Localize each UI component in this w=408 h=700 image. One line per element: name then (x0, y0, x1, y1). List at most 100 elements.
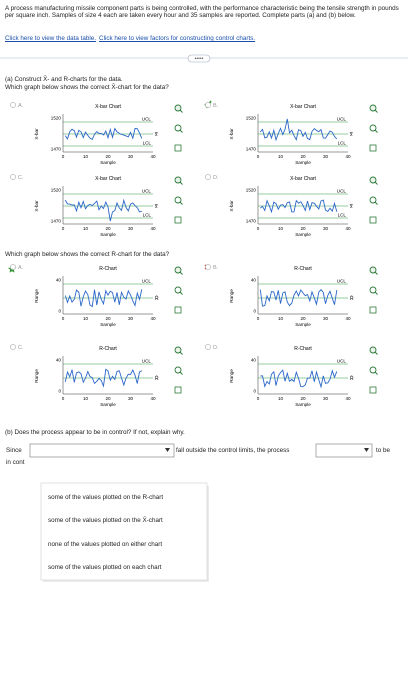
zoom-icon[interactable] (174, 176, 182, 184)
popout-icon[interactable] (174, 306, 182, 314)
select-conclusion[interactable] (315, 443, 373, 458)
sample-line (64, 198, 142, 222)
radio[interactable] (205, 264, 211, 270)
expand-button[interactable] (187, 54, 211, 63)
x-tick-label: 10 (83, 154, 89, 159)
zoom-handle (374, 371, 378, 375)
zoom-icon[interactable] (174, 196, 182, 204)
dropdown-option[interactable]: some of the values plotted on each chart (48, 564, 162, 571)
y-tick-label: 1470 (246, 147, 257, 152)
x-axis-label: Sample (100, 160, 116, 165)
x-tick-label: 20 (300, 396, 306, 401)
zoom-handle (179, 109, 183, 113)
x-axis-label: Sample (295, 402, 311, 407)
popout-icon[interactable] (174, 386, 182, 394)
dropdown-option[interactable]: none of the values plotted on either cha… (48, 541, 163, 548)
zoom-icon[interactable] (174, 124, 182, 132)
radio[interactable] (10, 102, 16, 108)
zoom-icon[interactable] (174, 346, 182, 354)
x-axis-label: Sample (295, 322, 311, 327)
x-axis-label: Sample (100, 402, 116, 407)
popout-icon[interactable] (174, 216, 182, 224)
y-tick-label: 1470 (246, 219, 257, 224)
xbar-question: Which graph below shows the correct X̄-c… (5, 84, 169, 91)
option-letter: B. (213, 265, 219, 271)
x-tick-label: 30 (128, 154, 134, 159)
x-tick-label: 10 (278, 154, 284, 159)
ucl-label: UCL (337, 279, 347, 284)
zoom-icon[interactable] (369, 104, 377, 112)
dropdown-option[interactable]: some of the values plotted on the X̄-cha… (48, 517, 163, 524)
radio[interactable] (10, 264, 16, 270)
sample-line (259, 118, 338, 142)
x-tick-label: 0 (62, 154, 65, 159)
x-axis-label: Sample (100, 322, 116, 327)
lcl-label: LCL (338, 141, 347, 146)
popout-icon[interactable] (369, 386, 377, 394)
x-tick-label: 40 (345, 154, 351, 159)
zoom-icon[interactable] (369, 124, 377, 132)
zoom-icon[interactable] (369, 346, 377, 354)
radio[interactable] (205, 344, 211, 350)
y-tick-label: 1520 (246, 188, 257, 193)
center-label: x̿ (154, 131, 158, 138)
ucl-label: UCL (142, 359, 152, 364)
sample-line (64, 368, 143, 388)
popout-icon[interactable] (369, 306, 377, 314)
ucl-label: UCL (142, 189, 152, 194)
chart-title: R-Chart (99, 346, 117, 352)
radio[interactable] (10, 174, 16, 180)
x-tick-label: 10 (83, 316, 89, 321)
zoom-icon[interactable] (174, 266, 182, 274)
y-tick-label: 40 (251, 278, 257, 283)
select-reason[interactable] (29, 443, 175, 458)
factors-link[interactable]: Click here to view factors for construct… (99, 35, 256, 42)
zoom-icon[interactable] (174, 104, 182, 112)
sample-line (260, 199, 338, 214)
ucl-label: UCL (142, 279, 152, 284)
intro: A process manufacturing missile componen… (5, 5, 399, 20)
sample-line (260, 369, 338, 389)
zoom-icon[interactable] (369, 286, 377, 294)
popout-icon[interactable] (369, 216, 377, 224)
x-tick-label: 20 (300, 154, 306, 159)
y-axis-label: X-bar (229, 128, 234, 140)
popout-icon[interactable] (369, 144, 377, 152)
x-tick-label: 40 (345, 226, 351, 231)
y-axis-label: X-bar (229, 200, 234, 212)
zoom-icon[interactable] (174, 366, 182, 374)
zoom-icon[interactable] (369, 176, 377, 184)
sample-line (259, 289, 338, 307)
ucl-label: UCL (337, 189, 347, 194)
zoom-handle (374, 271, 378, 275)
select-arrow (165, 448, 170, 452)
center-label: x̿ (154, 203, 158, 210)
x-tick-label: 10 (278, 396, 284, 401)
part-a-title: (a) Construct X̄- and R-charts for the d… (5, 76, 123, 83)
chart-title: X-bar Chart (290, 176, 316, 182)
y-tick-label: 1470 (51, 219, 62, 224)
radio[interactable] (205, 174, 211, 180)
dropdown-list (40, 482, 208, 581)
center-label: R̄ (350, 375, 354, 382)
x-tick-label: 40 (150, 316, 156, 321)
zoom-icon[interactable] (369, 266, 377, 274)
zoom-icon[interactable] (369, 366, 377, 374)
lcl-label: LCL (143, 213, 152, 218)
zoom-icon[interactable] (369, 196, 377, 204)
x-tick-label: 0 (62, 396, 65, 401)
end-text: to be (376, 447, 391, 454)
y-axis-label: X-bar (34, 200, 39, 212)
popout-icon[interactable] (174, 144, 182, 152)
data-table-link[interactable]: Click here to view the data table. (5, 35, 97, 42)
y-tick-label: 40 (56, 358, 62, 363)
radio[interactable] (10, 344, 16, 350)
zoom-icon[interactable] (174, 286, 182, 294)
radio[interactable] (205, 102, 211, 108)
option-letter: A. (18, 103, 24, 109)
zoom-handle (374, 351, 378, 355)
zoom-handle (374, 181, 378, 185)
dropdown-option[interactable]: some of the values plotted on the R-char… (48, 494, 164, 501)
y-axis-label: Range (229, 289, 234, 303)
